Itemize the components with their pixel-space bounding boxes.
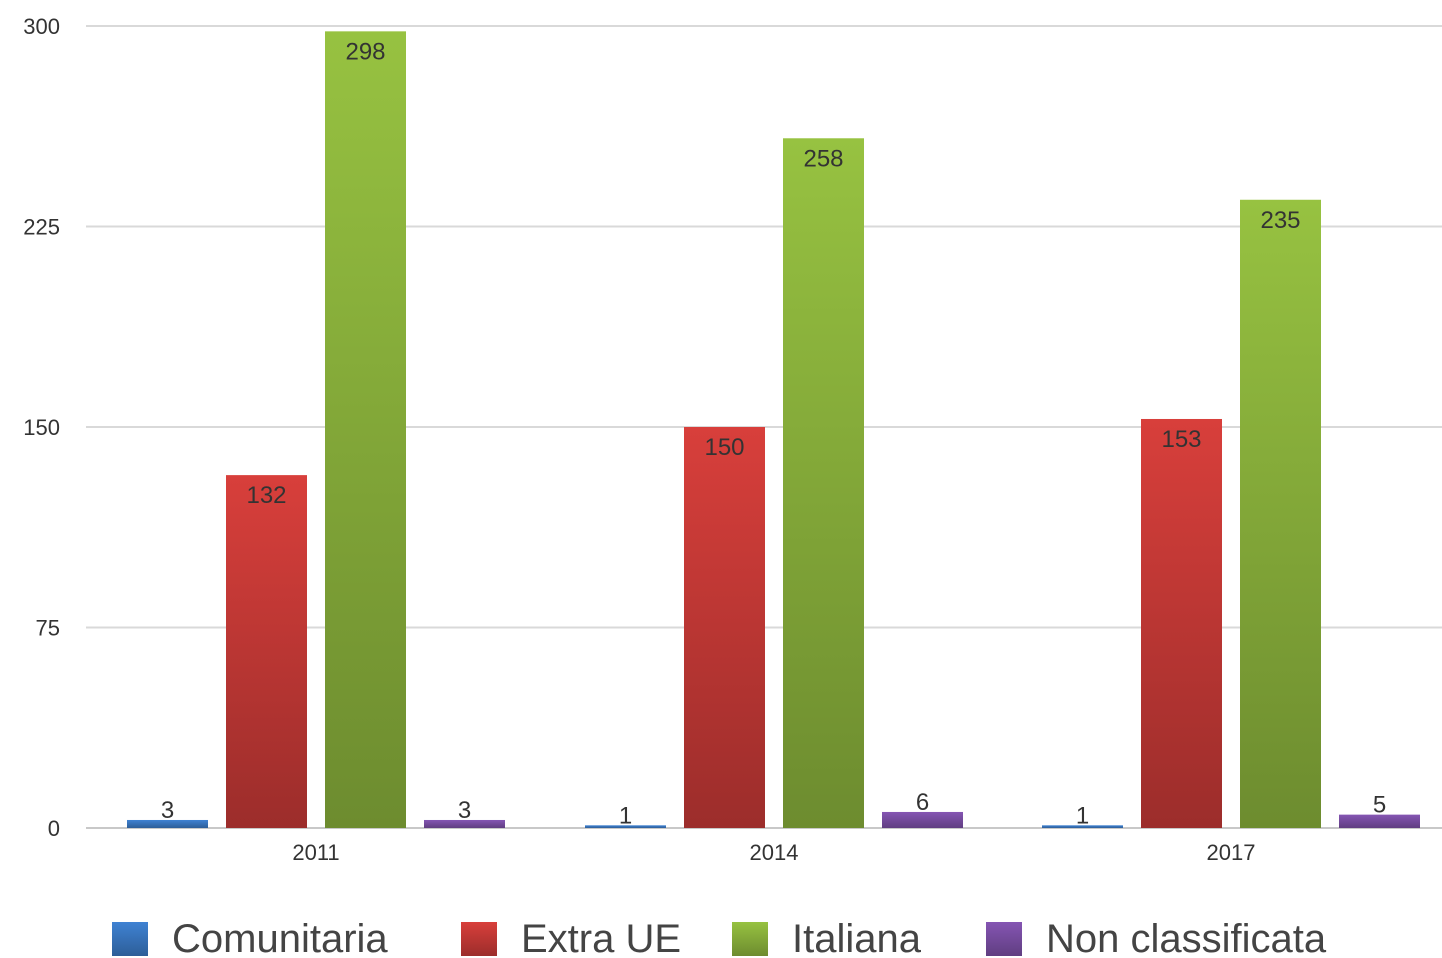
bar-non-classificata-2014 (882, 811, 963, 828)
bar-comunitaria-2017 (1042, 825, 1123, 828)
legend-label-non-classificata: Non classificata (1046, 917, 1327, 958)
data-label: 258 (803, 145, 843, 172)
data-label: 3 (458, 797, 471, 824)
data-label: 150 (704, 434, 744, 461)
y-tick-label: 150 (23, 415, 60, 440)
data-label: 235 (1260, 207, 1300, 234)
x-tick-label: 2011 (292, 840, 339, 865)
y-tick-label: 300 (23, 14, 60, 39)
x-tick-label: 2014 (750, 840, 799, 865)
y-axis: 0 75 150 225 300 (23, 14, 60, 841)
legend-swatch-italiana (732, 922, 768, 956)
plot-area: 3 132 298 3 1 150 258 6 1 153 235 5 (127, 31, 1420, 829)
y-tick-label: 75 (36, 616, 60, 641)
bar-italiana-2011 (325, 31, 406, 828)
bar-comunitaria-2014 (585, 825, 666, 828)
legend-label-comunitaria: Comunitaria (172, 917, 388, 958)
bar-non-classificata-2017 (1339, 814, 1420, 828)
bar-comunitaria-2011 (127, 819, 208, 828)
y-tick-label: 0 (48, 816, 60, 841)
data-label: 1 (1076, 802, 1089, 829)
bar-extra-ue-2011 (226, 475, 307, 828)
bar-italiana-2014 (783, 138, 864, 828)
bar-italiana-2017 (1240, 199, 1321, 828)
x-tick-label: 2017 (1207, 840, 1256, 865)
data-label: 132 (246, 482, 286, 509)
legend-label-italiana: Italiana (792, 917, 922, 958)
legend-swatch-comunitaria (112, 922, 148, 956)
x-axis: 2011 2014 2017 (292, 840, 1255, 865)
data-label: 3 (161, 797, 174, 824)
data-label: 298 (345, 38, 385, 65)
bar-extra-ue-2014 (684, 427, 765, 828)
data-label: 153 (1161, 426, 1201, 453)
legend: Comunitaria Extra UE Italiana Non classific… (112, 917, 1327, 958)
y-tick-label: 225 (23, 215, 60, 240)
bar-extra-ue-2017 (1141, 418, 1222, 828)
data-label: 5 (1373, 792, 1386, 819)
legend-label-extra-ue: Extra UE (521, 917, 681, 958)
data-label: 1 (619, 802, 632, 829)
legend-swatch-extra-ue (461, 922, 497, 956)
legend-swatch-non-classificata (986, 922, 1022, 956)
bar-non-classificata-2011 (424, 819, 505, 828)
data-label: 6 (916, 789, 929, 816)
